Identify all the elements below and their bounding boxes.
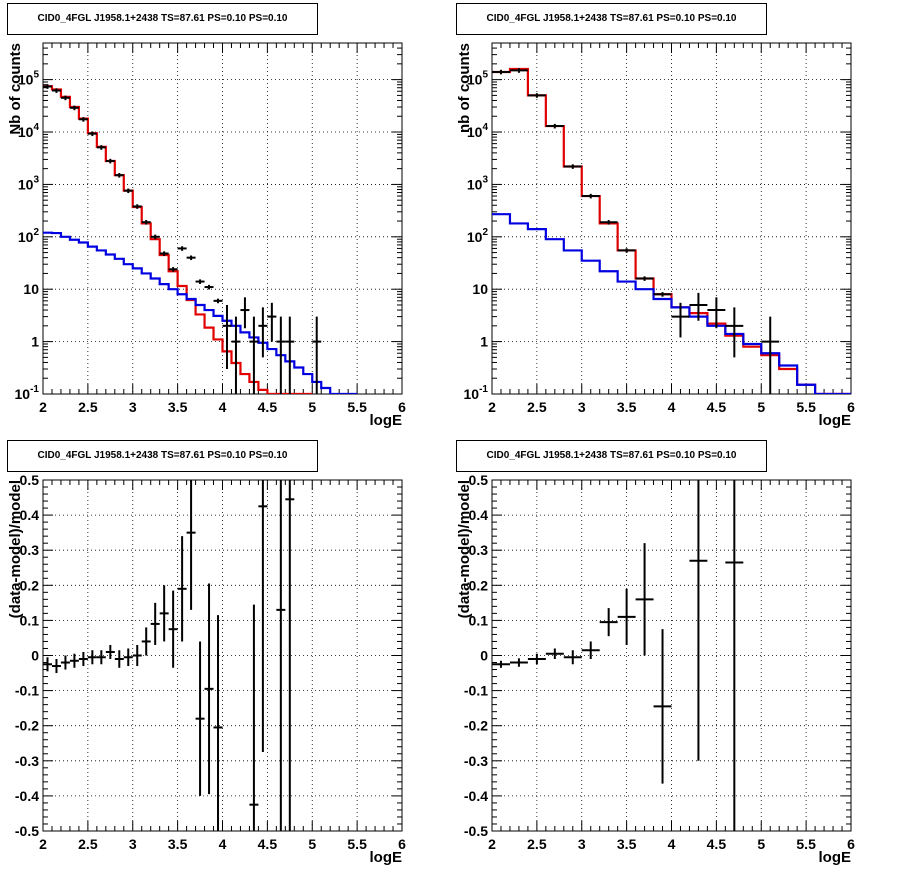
- x-axis-label: logE: [819, 849, 852, 866]
- x-tick-label: 5: [308, 836, 316, 852]
- x-tick-label: 4: [219, 836, 227, 852]
- x-tick-label: 2: [39, 836, 47, 852]
- x-tick-label: 4.5: [258, 399, 278, 415]
- y-tick-label: -0.4: [464, 788, 488, 804]
- plot-3: 2 2.5 3 3.5 4 4.5 5 5.5 6 -0.5 -0.4 -0.3 -0.2 -0.1 0 0.…: [456, 472, 855, 866]
- y-tick-label: 103: [18, 174, 40, 192]
- x-tick-label: 4.5: [707, 836, 727, 852]
- plot-0: 2 2.5 3 3.5 4 4.5 5 5.5 6 10-1 1 10 102 103 104 105 logE…: [7, 42, 406, 429]
- plot-2: 2 2.5 3 3.5 4 4.5 5 5.5 6 -0.5 -0.4 -0.3 -0.2 -0.1 0 0.…: [7, 472, 406, 866]
- x-tick-label: 2: [488, 399, 496, 415]
- x-tick-label: 6: [398, 836, 406, 852]
- chart-title: CID0_4FGL J1958.1+2438 TS=87.61 PS=0.10 …: [456, 3, 767, 35]
- y-tick-label: 10: [23, 281, 39, 297]
- x-tick-label: 2.5: [78, 836, 98, 852]
- x-tick-label: 6: [398, 399, 406, 415]
- y-axis-label: nb of counts: [456, 43, 473, 133]
- x-tick-label: 3.5: [617, 399, 637, 415]
- y-tick-label: 0.3: [469, 542, 489, 558]
- x-tick-label: 2: [488, 836, 496, 852]
- y-tick-label: 0.1: [20, 612, 40, 628]
- x-tick-label: 5: [308, 399, 316, 415]
- y-tick-label: 10-1: [464, 384, 489, 402]
- y-tick-label: -0.1: [464, 683, 488, 699]
- x-tick-label: 5.5: [796, 399, 816, 415]
- y-tick-label: 0: [480, 648, 488, 664]
- y-tick-label: -0.5: [15, 823, 39, 839]
- plot-1: 2 2.5 3 3.5 4 4.5 5 5.5 6 10-1 1 10 102 103 104 105 logE…: [456, 42, 855, 429]
- x-tick-label: 4.5: [258, 836, 278, 852]
- y-tick-label: 0: [31, 648, 39, 664]
- y-tick-label: 0.2: [20, 577, 40, 593]
- model-component-step: [492, 213, 851, 394]
- y-tick-label: 0.4: [20, 507, 40, 523]
- x-tick-label: 3.5: [168, 836, 188, 852]
- y-tick-label: 104: [467, 122, 489, 140]
- y-tick-label: 0.2: [469, 577, 489, 593]
- model-total-step: [43, 85, 313, 394]
- x-tick-label: 6: [847, 399, 855, 415]
- y-tick-label: 105: [467, 70, 489, 88]
- x-tick-label: 3.5: [168, 399, 188, 415]
- x-tick-label: 4: [219, 399, 227, 415]
- data-layer: [43, 480, 295, 831]
- x-tick-label: 4: [668, 836, 676, 852]
- y-tick-label: 1: [480, 334, 488, 350]
- y-tick-label: 0.1: [469, 612, 489, 628]
- y-tick-label: -0.1: [15, 683, 39, 699]
- y-tick-label: -0.4: [15, 788, 39, 804]
- chart-title: CID0_4FGL J1958.1+2438 TS=87.61 PS=0.10 …: [456, 440, 767, 472]
- y-tick-label: 1: [31, 334, 39, 350]
- y-axis-label: Nb of counts: [7, 43, 24, 135]
- y-tick-label: 10: [472, 281, 488, 297]
- data-layer: [492, 67, 851, 394]
- y-tick-label: 10-1: [15, 384, 40, 402]
- x-tick-label: 3: [578, 399, 586, 415]
- x-tick-label: 2.5: [78, 399, 98, 415]
- x-tick-label: 6: [847, 836, 855, 852]
- x-tick-label: 4: [668, 399, 676, 415]
- x-tick-label: 5.5: [796, 836, 816, 852]
- y-tick-label: -0.5: [464, 823, 488, 839]
- x-tick-label: 3.5: [617, 836, 637, 852]
- x-tick-label: 3: [129, 836, 137, 852]
- y-tick-label: 0.5: [469, 472, 489, 488]
- x-axis-label: logE: [370, 849, 403, 866]
- y-tick-label: -0.3: [464, 753, 488, 769]
- chart-title: CID0_4FGL J1958.1+2438 TS=87.61 PS=0.10 …: [7, 3, 318, 35]
- x-tick-label: 2: [39, 399, 47, 415]
- y-tick-label: 104: [18, 122, 40, 140]
- x-axis-label: logE: [370, 412, 403, 429]
- y-tick-label: 102: [467, 227, 489, 245]
- y-axis-label: (data-model)/model: [7, 480, 24, 618]
- y-tick-label: 105: [18, 70, 40, 88]
- y-tick-label: -0.2: [15, 718, 39, 734]
- x-tick-label: 5: [757, 836, 765, 852]
- y-tick-label: -0.3: [15, 753, 39, 769]
- y-tick-label: -0.2: [464, 718, 488, 734]
- x-tick-label: 2.5: [527, 836, 547, 852]
- chart-title: CID0_4FGL J1958.1+2438 TS=87.61 PS=0.10 …: [7, 440, 318, 472]
- y-axis-label: (data-model)/model: [456, 480, 473, 618]
- x-tick-label: 5: [757, 399, 765, 415]
- data-layer: [492, 480, 744, 831]
- y-tick-label: 0.4: [469, 507, 489, 523]
- x-tick-label: 3: [578, 836, 586, 852]
- y-tick-label: 102: [18, 227, 40, 245]
- x-tick-label: 5.5: [347, 399, 367, 415]
- y-tick-label: 0.5: [20, 472, 40, 488]
- x-axis-label: logE: [819, 412, 852, 429]
- x-tick-label: 4.5: [707, 399, 727, 415]
- data-layer: [43, 84, 358, 394]
- y-tick-label: 0.3: [20, 542, 40, 558]
- model-component-step: [43, 231, 358, 394]
- y-tick-label: 103: [467, 174, 489, 192]
- x-tick-label: 3: [129, 399, 137, 415]
- x-tick-label: 5.5: [347, 836, 367, 852]
- x-tick-label: 2.5: [527, 399, 547, 415]
